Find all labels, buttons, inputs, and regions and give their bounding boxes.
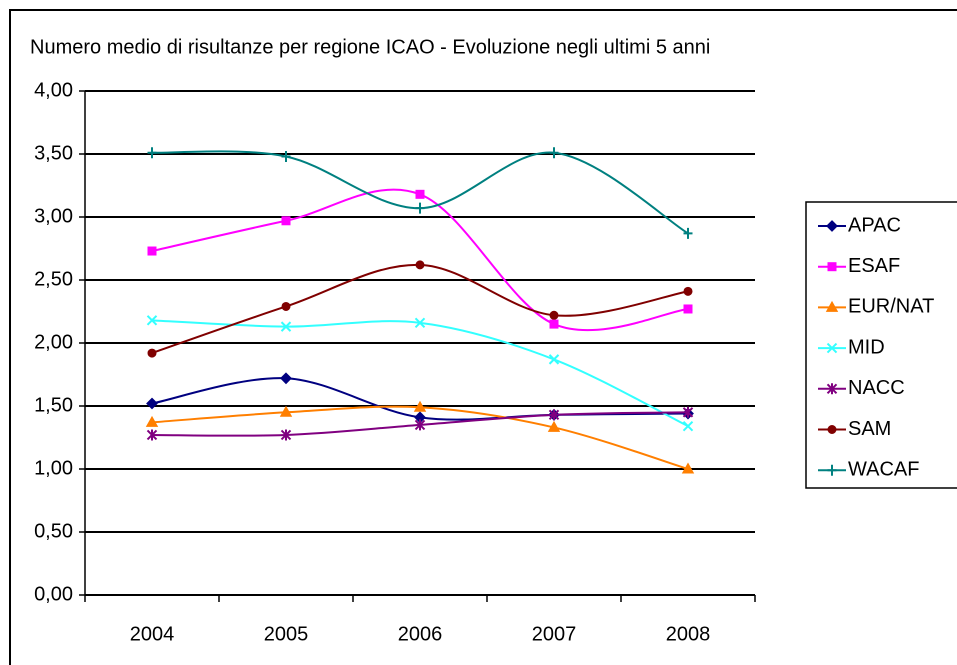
data-point (145, 415, 159, 427)
y-tick-label: 2,50 (34, 268, 73, 290)
y-tick-label: 0,00 (34, 583, 73, 605)
data-point (681, 462, 695, 474)
data-point (549, 147, 559, 159)
data-point (281, 301, 291, 311)
legend-marker (826, 220, 838, 232)
legend-label: ESAF (848, 255, 900, 277)
legend-marker (826, 342, 838, 354)
data-point (280, 429, 292, 441)
data-point (146, 315, 158, 326)
legend-label: EUR/NAT (848, 296, 934, 318)
x-tick-label: 2006 (398, 623, 443, 645)
data-point (147, 246, 157, 256)
legend-label: WACAF (848, 458, 919, 480)
chart-frame (9, 9, 957, 665)
data-point (415, 202, 425, 214)
data-point (549, 319, 559, 329)
data-point (279, 405, 293, 417)
y-tick-label: 2,00 (34, 331, 73, 353)
data-point (683, 227, 693, 239)
data-point (146, 397, 158, 410)
legend-marker (826, 383, 838, 395)
data-point (413, 400, 427, 412)
legend-marker (827, 262, 837, 272)
y-tick-label: 1,00 (34, 457, 73, 479)
data-point (280, 372, 292, 385)
data-point (147, 348, 157, 358)
data-point (547, 420, 561, 432)
data-point (415, 260, 425, 270)
legend-box (805, 201, 957, 489)
legend-label: APAC (848, 214, 901, 236)
data-point (414, 317, 426, 329)
data-point (548, 409, 560, 421)
data-point (281, 216, 291, 226)
data-point (682, 420, 694, 432)
x-tick-label: 2008 (666, 623, 711, 645)
y-tick-label: 3,50 (34, 142, 73, 164)
y-tick-label: 3,00 (34, 205, 73, 227)
data-point (682, 406, 694, 418)
legend-marker (827, 425, 837, 434)
data-point (683, 304, 693, 314)
legend-marker (825, 300, 839, 312)
x-tick-label: 2005 (264, 623, 309, 645)
data-point (549, 310, 559, 320)
data-point (683, 286, 693, 296)
x-tick-label: 2004 (130, 623, 175, 645)
legend-label: MID (848, 336, 885, 358)
series-line (151, 188, 689, 332)
legend-label: SAM (848, 418, 891, 440)
data-point (280, 321, 292, 332)
data-point (414, 419, 426, 431)
y-tick-label: 0,50 (34, 520, 73, 542)
legend-label: NACC (848, 377, 905, 399)
data-point (146, 429, 158, 441)
y-tick-label: 1,50 (34, 394, 73, 416)
x-tick-label: 2007 (532, 623, 577, 645)
chart-title: Numero medio di risultanze per regione I… (30, 36, 710, 58)
data-point (415, 189, 425, 199)
data-point (147, 147, 157, 159)
data-point (281, 151, 291, 163)
y-tick-label: 4,00 (34, 79, 73, 101)
legend-marker (827, 464, 837, 476)
data-point (548, 354, 560, 365)
